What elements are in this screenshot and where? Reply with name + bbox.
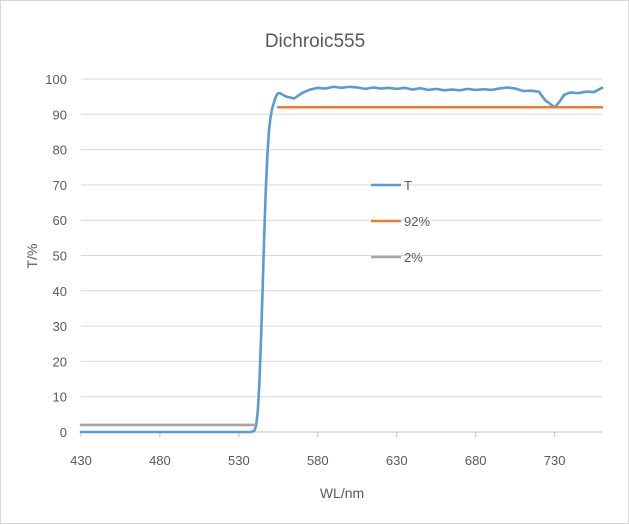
x-tick-label: 530 [228,453,250,468]
y-tick-label: 30 [53,319,67,334]
grid-layer [81,78,602,398]
x-tick-label: 580 [307,453,329,468]
x-tick-label: 480 [149,453,171,468]
y-tick-label: 90 [53,107,67,122]
series-layer [79,85,604,434]
y-tick-label: 60 [53,213,67,228]
y-tick-label: 20 [53,354,67,369]
x-tick-label: 630 [386,453,408,468]
y-tick-label: 0 [60,425,67,440]
legend-label: T [404,178,412,193]
y-axis-title: T/% [24,244,40,269]
legend: T 92% 2% [371,178,430,265]
chart-title: Dichroic555 [265,31,365,52]
x-tick-labels: 430 480 530 580 630 680 730 [70,453,565,468]
y-tick-label: 40 [53,284,67,299]
legend-label: 2% [404,250,423,265]
y-tick-label: 80 [53,143,67,158]
y-tick-labels: 0 10 20 30 40 50 60 70 80 90 100 [45,72,67,440]
y-tick-label: 70 [53,178,67,193]
y-tick-label: 100 [45,72,67,87]
legend-label: 92% [404,214,430,229]
y-tick-label: 50 [53,249,67,264]
series-line-transmission [79,85,604,434]
y-tick-label: 10 [53,390,67,405]
x-tick-label: 730 [544,453,566,468]
x-tick-label: 430 [70,453,92,468]
x-tick-label: 680 [465,453,487,468]
x-axis-title: WL/nm [320,485,364,501]
